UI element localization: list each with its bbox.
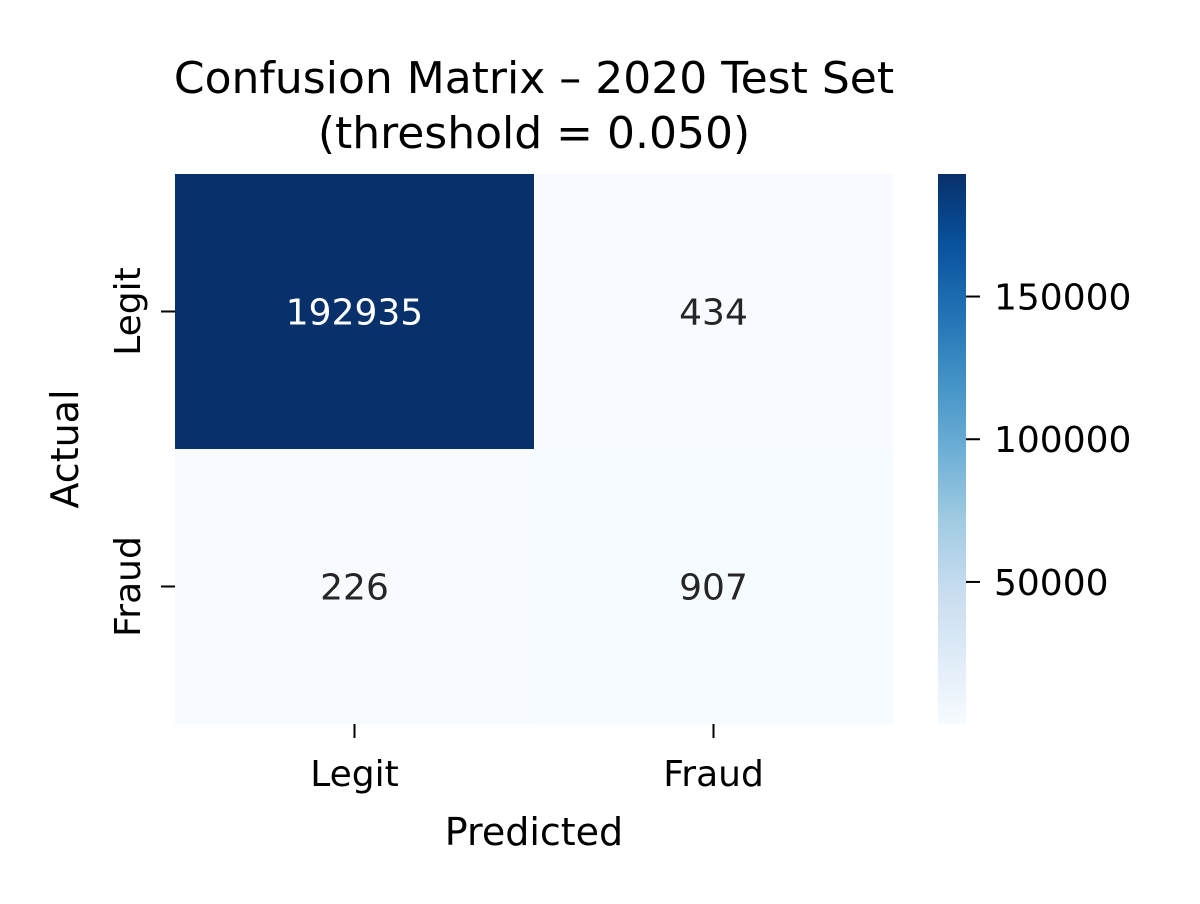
heatmap-cell-fraud-fraud — [534, 449, 894, 725]
heatmap-cell-fraud-legit — [175, 449, 535, 725]
y-axis-label: Actual — [43, 389, 87, 508]
cell-value-label: 434 — [679, 293, 748, 334]
heatmap-cells — [175, 174, 894, 725]
colorbar-ticks: 50000 100000 150000 — [966, 278, 1131, 604]
heatmap-cell-legit-legit — [175, 174, 535, 450]
x-axis-label: Predicted — [445, 810, 623, 854]
cell-value-label: 192935 — [286, 293, 423, 334]
colorbar-tick-label: 100000 — [994, 420, 1131, 461]
x-tick-label: Fraud — [663, 754, 764, 795]
x-tick-label: Legit — [310, 754, 399, 795]
y-tick-label: Legit — [108, 267, 149, 356]
cell-value-label: 907 — [679, 568, 748, 609]
colorbar — [938, 174, 966, 724]
cell-annotations: 192935 434 226 907 — [286, 293, 748, 609]
colorbar-tick-label: 50000 — [994, 563, 1109, 604]
x-axis-ticks: Legit Fraud — [310, 724, 764, 795]
chart-title: Confusion Matrix – 2020 Test Set — [174, 53, 894, 104]
colorbar-tick-label: 150000 — [994, 278, 1131, 319]
chart-subtitle: (threshold = 0.050) — [318, 108, 750, 159]
y-tick-label: Fraud — [108, 536, 149, 637]
y-axis-ticks: Legit Fraud — [108, 267, 175, 637]
heatmap-cell-legit-fraud — [534, 174, 894, 450]
cell-value-label: 226 — [320, 568, 389, 609]
